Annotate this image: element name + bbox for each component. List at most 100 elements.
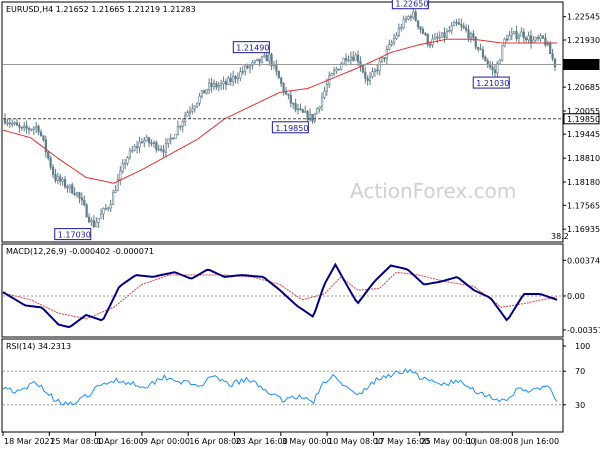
candle xyxy=(404,15,408,23)
candle xyxy=(378,58,381,76)
candle xyxy=(376,64,379,75)
candle xyxy=(239,67,242,82)
svg-text:1.18180: 1.18180 xyxy=(567,178,600,187)
candle xyxy=(433,32,437,40)
candle xyxy=(522,28,525,43)
candle xyxy=(25,120,28,134)
candle xyxy=(30,128,33,132)
candle xyxy=(477,46,480,53)
candle xyxy=(217,82,220,92)
candle xyxy=(181,118,184,133)
svg-text:16 Apr 08:00: 16 Apr 08:00 xyxy=(189,437,241,446)
candle xyxy=(498,58,501,64)
candle xyxy=(179,125,182,131)
candle xyxy=(80,192,83,206)
candle xyxy=(414,9,417,22)
candle xyxy=(520,27,523,37)
candle xyxy=(304,105,307,113)
candle xyxy=(47,150,50,161)
candle xyxy=(92,215,95,229)
candle xyxy=(193,105,196,113)
price-tick: 1.21283 xyxy=(563,58,600,70)
candle xyxy=(208,78,211,95)
candle xyxy=(460,18,463,32)
candle xyxy=(116,173,119,192)
time-tick: 16 Apr 08:00 xyxy=(187,432,241,446)
candle xyxy=(412,8,415,20)
svg-text:1.19445: 1.19445 xyxy=(567,130,600,139)
svg-text:1.20685: 1.20685 xyxy=(567,83,600,92)
candle xyxy=(335,66,338,74)
candle xyxy=(87,213,91,224)
time-tick: 1 Jun 08:00 xyxy=(465,432,513,446)
candle xyxy=(248,64,252,74)
candle xyxy=(150,139,153,147)
candle xyxy=(419,26,422,34)
svg-text:17 May 16:00: 17 May 16:00 xyxy=(374,437,429,446)
svg-text:1.21490: 1.21490 xyxy=(236,44,269,53)
candle xyxy=(135,140,139,154)
candle xyxy=(215,80,218,90)
rsi-tick: 70 xyxy=(563,367,585,376)
macd-line xyxy=(2,262,558,329)
candle xyxy=(388,39,391,51)
candle xyxy=(160,145,163,153)
candle xyxy=(366,75,369,86)
candle xyxy=(121,159,124,174)
candle xyxy=(8,118,11,129)
time-tick: 8 Jun 16:00 xyxy=(511,432,559,446)
candle xyxy=(85,203,88,218)
time-tick: 9 Apr 00:00 xyxy=(141,432,190,446)
candle xyxy=(143,137,146,148)
candle xyxy=(210,77,213,93)
macd-tick: 0.003747 xyxy=(563,256,600,265)
candle xyxy=(407,15,410,21)
price-annotation: 1.21030 xyxy=(472,76,510,89)
price-candles xyxy=(3,8,557,229)
candle xyxy=(258,58,261,67)
price-tick: 1.16935 xyxy=(563,225,600,234)
candle xyxy=(299,103,302,111)
candle xyxy=(469,31,473,43)
candle xyxy=(537,34,540,42)
candle xyxy=(332,66,336,77)
candle xyxy=(510,27,513,41)
candle xyxy=(114,185,117,194)
candle xyxy=(167,138,170,148)
candle xyxy=(349,51,352,65)
candle xyxy=(54,168,57,184)
svg-text:1.17030: 1.17030 xyxy=(58,231,91,240)
candle xyxy=(453,20,456,27)
svg-text:8 Jun 16:00: 8 Jun 16:00 xyxy=(513,437,559,446)
svg-text:100: 100 xyxy=(575,342,590,351)
candle xyxy=(443,27,446,43)
svg-text:23 Apr 16:00: 23 Apr 16:00 xyxy=(236,437,288,446)
candle xyxy=(373,68,376,77)
macd-panel-frame xyxy=(1,243,564,338)
candle xyxy=(51,164,55,179)
candle xyxy=(294,98,297,113)
candle xyxy=(99,208,103,219)
time-tick: 17 May 16:00 xyxy=(372,432,429,446)
rsi-panel-frame xyxy=(1,338,564,433)
candle xyxy=(474,35,477,50)
candle xyxy=(44,135,47,158)
candle xyxy=(287,93,290,100)
candle xyxy=(227,75,230,85)
candle xyxy=(390,39,393,47)
candle xyxy=(188,106,192,119)
candle xyxy=(438,31,441,40)
candle xyxy=(409,14,412,22)
candle xyxy=(148,136,151,147)
candle xyxy=(232,70,235,87)
candle xyxy=(203,90,206,94)
candle xyxy=(191,103,194,115)
candle xyxy=(534,36,537,43)
candle xyxy=(342,57,345,65)
candle xyxy=(224,78,228,91)
svg-text:1.19850: 1.19850 xyxy=(275,124,308,133)
candle xyxy=(527,31,530,44)
candle xyxy=(152,140,156,148)
candle xyxy=(508,30,511,41)
candle xyxy=(186,110,189,117)
